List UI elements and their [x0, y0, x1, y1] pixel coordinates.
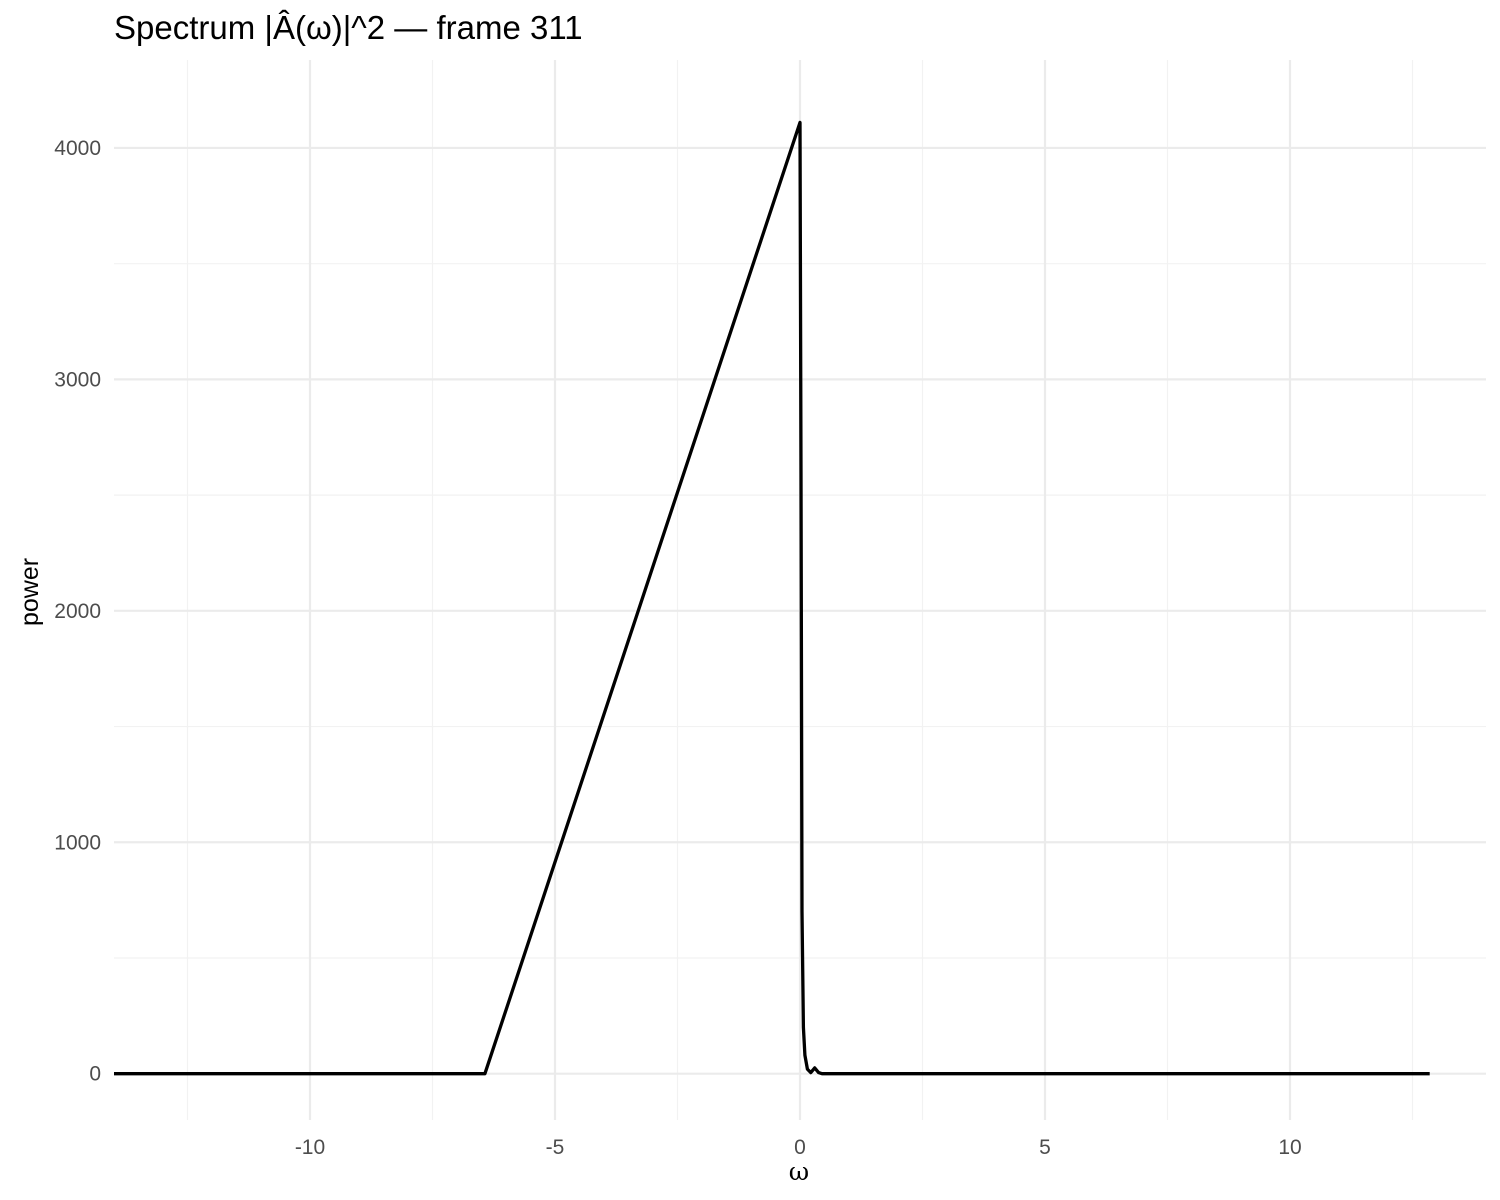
y-axis-title: power	[16, 558, 44, 626]
spectrum-line	[114, 120, 1430, 1076]
y-tick-label: 1000	[54, 831, 101, 854]
x-axis-tick-labels: -10 -5 0 5 10	[295, 1136, 1302, 1159]
x-tick-label: 5	[1039, 1136, 1051, 1159]
y-tick-label: 3000	[54, 368, 101, 391]
x-tick-label: 10	[1278, 1136, 1301, 1159]
series-layer	[114, 120, 1430, 1076]
y-axis-tick-labels: 0 1000 2000 3000 4000	[54, 137, 101, 1086]
x-tick-label: 0	[794, 1136, 806, 1159]
y-tick-label: 2000	[54, 600, 101, 623]
y-tick-label: 4000	[54, 137, 101, 160]
x-tick-label: -5	[546, 1136, 565, 1159]
x-tick-label: -10	[295, 1136, 325, 1159]
chart-title: Spectrum |Â(ω)|^2 — frame 311	[114, 9, 583, 46]
y-tick-label: 0	[89, 1063, 101, 1086]
x-axis-title: ω	[789, 1157, 809, 1186]
